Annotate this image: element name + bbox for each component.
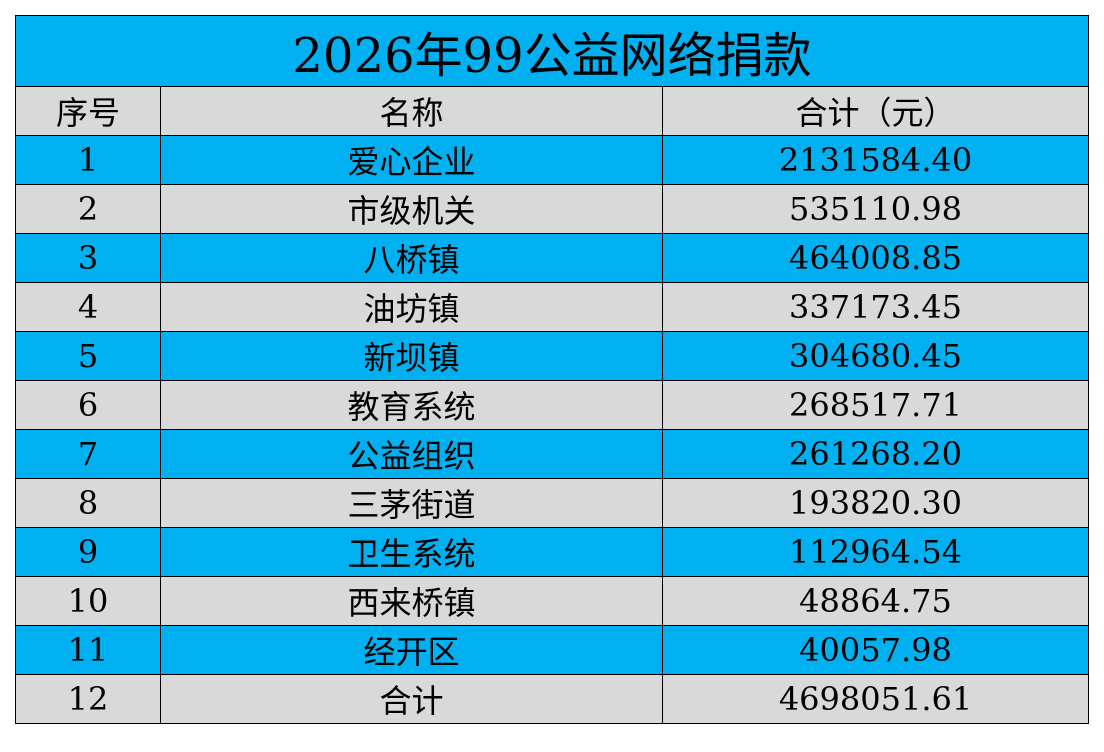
header-cell: 名称: [160, 86, 663, 136]
table-cell: 6: [15, 380, 161, 430]
table-cell: 1: [15, 135, 161, 185]
header-cell: 合计（元）: [661, 86, 1090, 136]
table-row: 10 西来桥镇 48864.75: [15, 576, 1090, 626]
table-row: 7 公益组织 261268.20: [15, 429, 1090, 479]
table-row: 3 八桥镇 464008.85: [15, 233, 1090, 283]
table-cell: 464008.85: [661, 233, 1090, 283]
table-row: 11 经开区 40057.98: [15, 625, 1090, 675]
table-cell: 5: [15, 331, 161, 381]
table-cell: 40057.98: [661, 625, 1090, 675]
donation-table: 2026年99公益网络捐款 序号 名称 合计（元） 1 爱心企业 2131584.40 2 市…: [14, 15, 1090, 724]
table-cell: 4: [15, 282, 161, 332]
table-cell: 经开区: [160, 625, 663, 675]
table-cell: 公益组织: [160, 429, 663, 479]
table-cell: 193820.30: [661, 478, 1090, 528]
table-cell: 西来桥镇: [160, 576, 663, 626]
table-row: 9 卫生系统 112964.54: [15, 527, 1090, 577]
table-cell: 爱心企业: [160, 135, 663, 185]
table-cell: 268517.71: [661, 380, 1090, 430]
table-cell: 112964.54: [661, 527, 1090, 577]
table-cell: 2131584.40: [661, 135, 1090, 185]
table-cell: 油坊镇: [160, 282, 663, 332]
table-cell: 合计: [160, 674, 663, 724]
table-title: 2026年99公益网络捐款: [14, 15, 1090, 87]
table-row: 12 合计 4698051.61: [15, 674, 1090, 724]
table-row: 1 爱心企业 2131584.40: [15, 135, 1090, 185]
table-cell: 535110.98: [661, 184, 1090, 234]
table-cell: 261268.20: [661, 429, 1090, 479]
table-cell: 4698051.61: [661, 674, 1090, 724]
table-cell: 市级机关: [160, 184, 663, 234]
table-cell: 三茅街道: [160, 478, 663, 528]
table-cell: 8: [15, 478, 161, 528]
title-row: 2026年99公益网络捐款: [14, 15, 1090, 87]
table-cell: 2: [15, 184, 161, 234]
table-cell: 卫生系统: [160, 527, 663, 577]
table-row: 4 油坊镇 337173.45: [15, 282, 1090, 332]
table-row: 8 三茅街道 193820.30: [15, 478, 1090, 528]
table-cell: 12: [15, 674, 161, 724]
table-cell: 304680.45: [661, 331, 1090, 381]
table-row: 6 教育系统 268517.71: [15, 380, 1090, 430]
table-body: 2026年99公益网络捐款 序号 名称 合计（元） 1 爱心企业 2131584.40 2 市…: [14, 15, 1090, 724]
table-cell: 教育系统: [160, 380, 663, 430]
table-cell: 7: [15, 429, 161, 479]
table-cell: 337173.45: [661, 282, 1090, 332]
header-row: 序号 名称 合计（元）: [15, 86, 1090, 136]
table-cell: 10: [15, 576, 161, 626]
table-cell: 3: [15, 233, 161, 283]
table-cell: 八桥镇: [160, 233, 663, 283]
table-row: 2 市级机关 535110.98: [15, 184, 1090, 234]
table-cell: 新坝镇: [160, 331, 663, 381]
header-cell: 序号: [15, 86, 161, 136]
table-row: 5 新坝镇 304680.45: [15, 331, 1090, 381]
table-cell: 9: [15, 527, 161, 577]
table-cell: 11: [15, 625, 161, 675]
table-cell: 48864.75: [661, 576, 1090, 626]
